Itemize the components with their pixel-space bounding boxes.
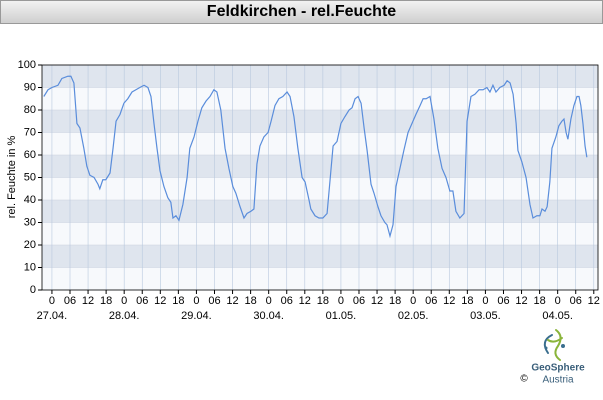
plot: 0 10 20 30 40 50 60 70 80 90 100 0 06 12 18 0 06 12 18 0 06 1… [18,59,600,322]
x-tick-label: 12 [226,295,238,307]
x-tick-label: 12 [515,295,527,307]
band [42,65,598,88]
x-tick-label: 06 [497,295,509,307]
x-tick-label: 12 [82,295,94,307]
x-tick-label: 12 [371,295,383,307]
x-tick-label: 18 [172,295,184,307]
x-tick-label: 0 [266,295,272,307]
x-tick-label: 0 [410,295,416,307]
line [43,75,588,239]
date-label: 30.04. [253,310,284,322]
x-tick-label: 06 [136,295,148,307]
x-tick-label: 12 [443,295,455,307]
band [42,245,598,268]
y-tick-label: 90 [24,81,36,93]
x-tick-label: 18 [461,295,473,307]
x-tick-label: 0 [193,295,199,307]
x-tick-label: 06 [281,295,293,307]
x-tick-label: 06 [425,295,437,307]
logo-name: GeoSphere [531,363,585,374]
x-tick-label: 18 [317,295,329,307]
y-axis-label: rel. Feuchte in % [6,136,18,219]
x-tick-label: 18 [389,295,401,307]
y-tick-label: 40 [24,194,36,206]
x-tick-label: 12 [588,295,600,307]
date-label: 02.05. [398,310,429,322]
date-label: 03.05. [470,310,501,322]
logo-icon [543,329,565,361]
x-tick-label: 0 [121,295,127,307]
band [42,200,598,223]
y-tick-label: 20 [24,239,36,251]
y-tick-label: 80 [24,104,36,116]
y-tick-label: 0 [30,284,36,296]
x-tick-label: 0 [555,295,561,307]
date-label: 28.04. [109,310,140,322]
x-tick-label: 18 [100,295,112,307]
x-tick-label: 12 [154,295,166,307]
x-tick-label: 06 [353,295,365,307]
y-tick-label: 30 [24,216,36,228]
x-tick-label: 18 [244,295,256,307]
x-tick-label: 06 [570,295,582,307]
x-tick-label: 18 [533,295,545,307]
band [42,155,598,178]
date-label: 04.05. [542,310,573,322]
x-tick-label: 06 [208,295,220,307]
date-label: 29.04. [181,310,212,322]
date-label: 01.05. [326,310,357,322]
x-tick-label: 06 [64,295,76,307]
y-tick-label: 100 [18,59,36,71]
x-tick-label: 0 [482,295,488,307]
plot-frame [41,64,599,291]
x-tick-label: 12 [299,295,311,307]
y-tick-label: 10 [24,261,36,273]
y-tick-label: 50 [24,171,36,183]
band [42,110,598,133]
x-tick-label: 0 [338,295,344,307]
logo-sub: Austria [542,375,574,386]
copyright: © [520,374,528,385]
chart-title: Feldkirchen - rel.Feuchte [0,0,603,24]
y-tick-label: 70 [24,126,36,138]
y-tick-label: 60 [24,149,36,161]
x-tick-label: 0 [49,295,55,307]
date-label: 27.04. [37,310,68,322]
